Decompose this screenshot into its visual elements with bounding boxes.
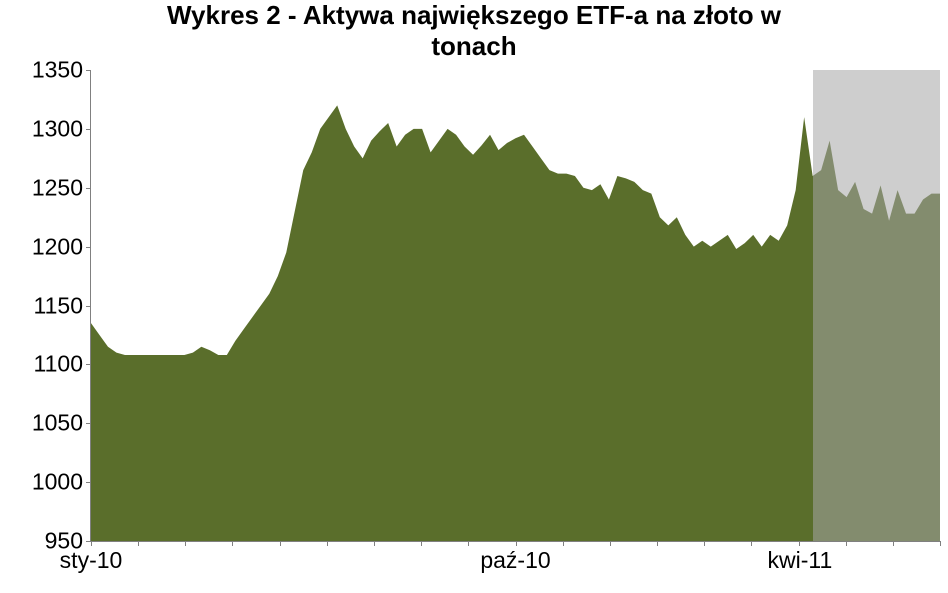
y-tick-label: 1300 [32,115,83,142]
y-tick-label: 1250 [32,174,83,201]
x-tick-mark [185,541,186,546]
chart-title: Wykres 2 - Aktywa największego ETF-a na … [0,0,948,62]
x-tick-mark [846,541,847,546]
y-tick-mark [86,129,91,130]
x-tick-mark [751,541,752,546]
y-tick-label: 1000 [32,469,83,496]
x-tick-mark [374,541,375,546]
x-tick-label: sty-10 [60,547,123,574]
x-tick-mark [232,541,233,546]
x-tick-mark [327,541,328,546]
y-tick-mark [86,247,91,248]
y-tick-label: 1100 [34,351,83,378]
x-tick-label: kwi-11 [768,547,833,574]
y-tick-mark [86,482,91,483]
x-tick-mark [610,541,611,546]
x-tick-mark [657,541,658,546]
x-tick-mark [280,541,281,546]
y-tick-label: 1050 [32,410,83,437]
x-tick-mark [563,541,564,546]
x-tick-mark [940,541,941,546]
x-tick-mark [516,541,517,546]
y-tick-label: 1350 [32,57,83,84]
y-tick-label: 1200 [32,233,83,260]
x-tick-mark [893,541,894,546]
y-tick-label: 1150 [34,292,83,319]
plot-area: 95010001050110011501200125013001350sty-1… [90,70,940,542]
x-tick-mark [799,541,800,546]
x-tick-label: paź-10 [480,547,550,574]
y-tick-mark [86,364,91,365]
x-tick-mark [91,541,92,546]
x-tick-mark [704,541,705,546]
y-tick-mark [86,188,91,189]
x-tick-mark [138,541,139,546]
highlight-band [813,70,940,541]
y-tick-mark [86,306,91,307]
x-tick-mark [421,541,422,546]
y-tick-mark [86,70,91,71]
x-tick-mark [468,541,469,546]
y-tick-mark [86,423,91,424]
chart-container: Wykres 2 - Aktywa największego ETF-a na … [0,0,948,593]
